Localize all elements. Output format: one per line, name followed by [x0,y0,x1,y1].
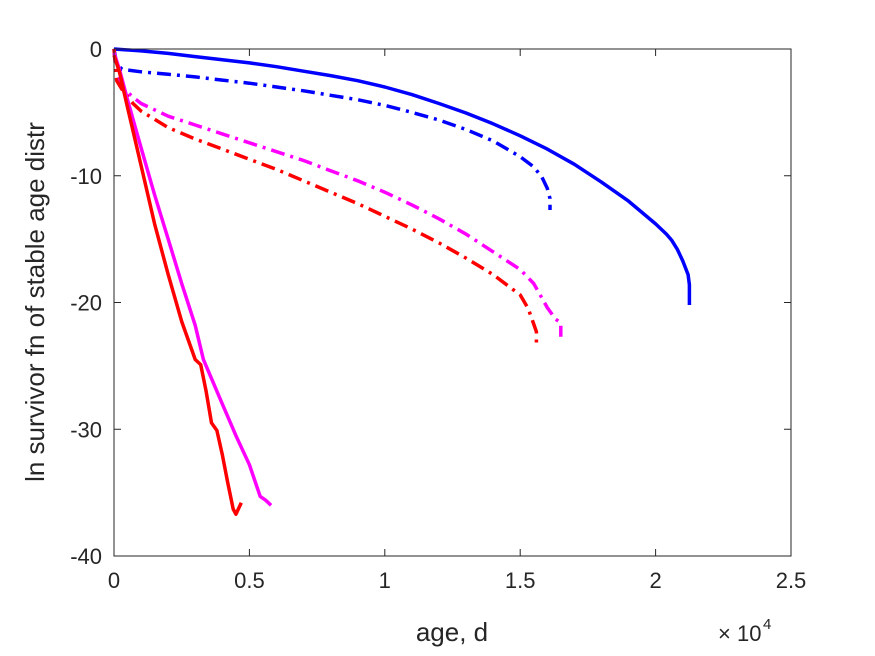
y-axis-ticks: -40 -30 -20 -10 0 [70,37,791,569]
x-tick-label: 1.5 [505,568,536,593]
x-tick-label: 0.5 [234,568,265,593]
x-tick-label: 1 [379,568,391,593]
series-line-5 [112,52,273,507]
x-tick-label: 2.5 [776,568,807,593]
x-tick-label: 2 [649,568,661,593]
series-line-1 [113,47,692,305]
y-tick-label: 0 [90,37,102,62]
y-tick-label: -30 [70,417,102,442]
y-tick-label: -40 [70,544,102,569]
y-tick-label: -20 [70,291,102,316]
x-axis-label: age, d [416,617,488,647]
series-layer [112,47,692,516]
series-line-6 [112,54,243,516]
series-line-3 [112,48,563,337]
x-exponent-base: 10 [737,621,761,646]
y-tick-label: -10 [70,164,102,189]
series-line-4 [112,48,539,344]
x-tick-label: 0 [108,568,120,593]
x-exponent: × 10 4 [718,616,771,646]
series-line-2 [112,48,552,210]
x-axis-ticks: 0 0.5 1 1.5 2 2.5 [108,49,806,593]
x-exponent-times: × [718,621,731,646]
x-exponent-power: 4 [763,616,771,633]
y-axis-label: ln survivor fn of stable age distr [20,122,50,482]
